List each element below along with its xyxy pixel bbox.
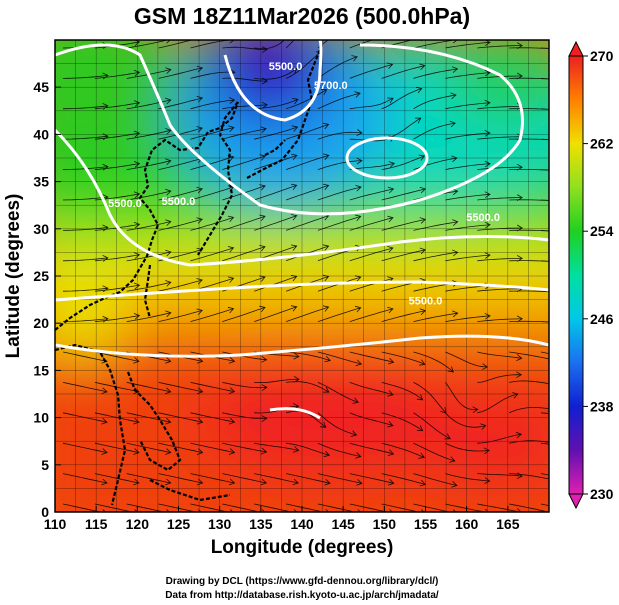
colorbar-tick-label: 254 bbox=[590, 223, 614, 239]
x-tick-label: 110 bbox=[44, 516, 67, 532]
map-title: GSM 18Z11Mar2026 (500.0hPa) bbox=[134, 3, 470, 29]
y-axis-ticks: 0 5 10 15 20 25 30 35 40 45 bbox=[33, 79, 61, 520]
x-tick-label: 115 bbox=[85, 516, 108, 532]
credit-data: Data from http://database.rish.kyoto-u.a… bbox=[165, 590, 439, 601]
y-tick-label: 25 bbox=[33, 268, 49, 284]
colorbar-tick-label: 246 bbox=[590, 311, 614, 327]
colorbar-bar bbox=[568, 55, 584, 495]
colorbar-ticks: 270 262 254 246 238 230 bbox=[583, 48, 614, 502]
x-tick-label: 150 bbox=[373, 516, 397, 532]
y-tick-label: 30 bbox=[33, 221, 49, 237]
contour-label: 5500.0 bbox=[269, 61, 303, 73]
x-tick-label: 160 bbox=[455, 516, 479, 532]
credit-drawing: Drawing by DCL (https://www.gfd-dennou.o… bbox=[166, 576, 439, 587]
x-tick-label: 155 bbox=[414, 516, 438, 532]
colorbar-tick-label: 230 bbox=[590, 486, 614, 502]
x-tick-label: 145 bbox=[331, 516, 355, 532]
contour-labels: 5500.0 5700.0 5500.0 5500.0 5500.0 5500.0 bbox=[108, 61, 500, 307]
lat-lon-grid bbox=[55, 40, 549, 512]
y-tick-label: 10 bbox=[33, 410, 49, 426]
colorbar-tick-label: 270 bbox=[590, 48, 614, 64]
x-axis-ticks: 110 115 120 125 130 135 140 145 150 155 160 165 bbox=[44, 506, 520, 532]
contour-label: 5500.0 bbox=[409, 295, 443, 307]
y-axis-label: Latitude (degrees) bbox=[3, 194, 24, 359]
y-tick-label: 40 bbox=[33, 126, 49, 142]
colorbar-tick-label: 262 bbox=[590, 136, 614, 152]
temperature-field-shading bbox=[55, 40, 549, 512]
contour-label: 5500.0 bbox=[466, 212, 500, 224]
x-tick-label: 120 bbox=[126, 516, 150, 532]
y-tick-label: 5 bbox=[41, 457, 49, 473]
y-tick-label: 45 bbox=[33, 79, 49, 95]
contour-label: 5500.0 bbox=[108, 198, 142, 210]
height-contours bbox=[55, 40, 549, 420]
y-tick-label: 15 bbox=[33, 362, 49, 378]
x-tick-label: 130 bbox=[208, 516, 232, 532]
x-tick-label: 140 bbox=[290, 516, 314, 532]
colorbar-min-arrow bbox=[568, 493, 584, 510]
x-tick-label: 165 bbox=[496, 516, 520, 532]
colorbar: 270 262 254 246 238 230 bbox=[568, 40, 614, 510]
x-tick-label: 125 bbox=[167, 516, 191, 532]
colorbar-tick-label: 238 bbox=[590, 398, 614, 414]
x-tick-label: 135 bbox=[249, 516, 273, 532]
y-tick-label: 20 bbox=[33, 315, 49, 331]
x-axis-label: Longitude (degrees) bbox=[211, 537, 394, 558]
contour-label: 5500.0 bbox=[162, 196, 196, 208]
contour-label: 5700.0 bbox=[314, 80, 348, 92]
y-tick-label: 35 bbox=[33, 174, 49, 190]
plot-area: 5500.0 5700.0 5500.0 5500.0 5500.0 5500.0 bbox=[55, 40, 549, 512]
colorbar-max-arrow bbox=[568, 40, 584, 57]
y-tick-label: 0 bbox=[41, 504, 49, 520]
